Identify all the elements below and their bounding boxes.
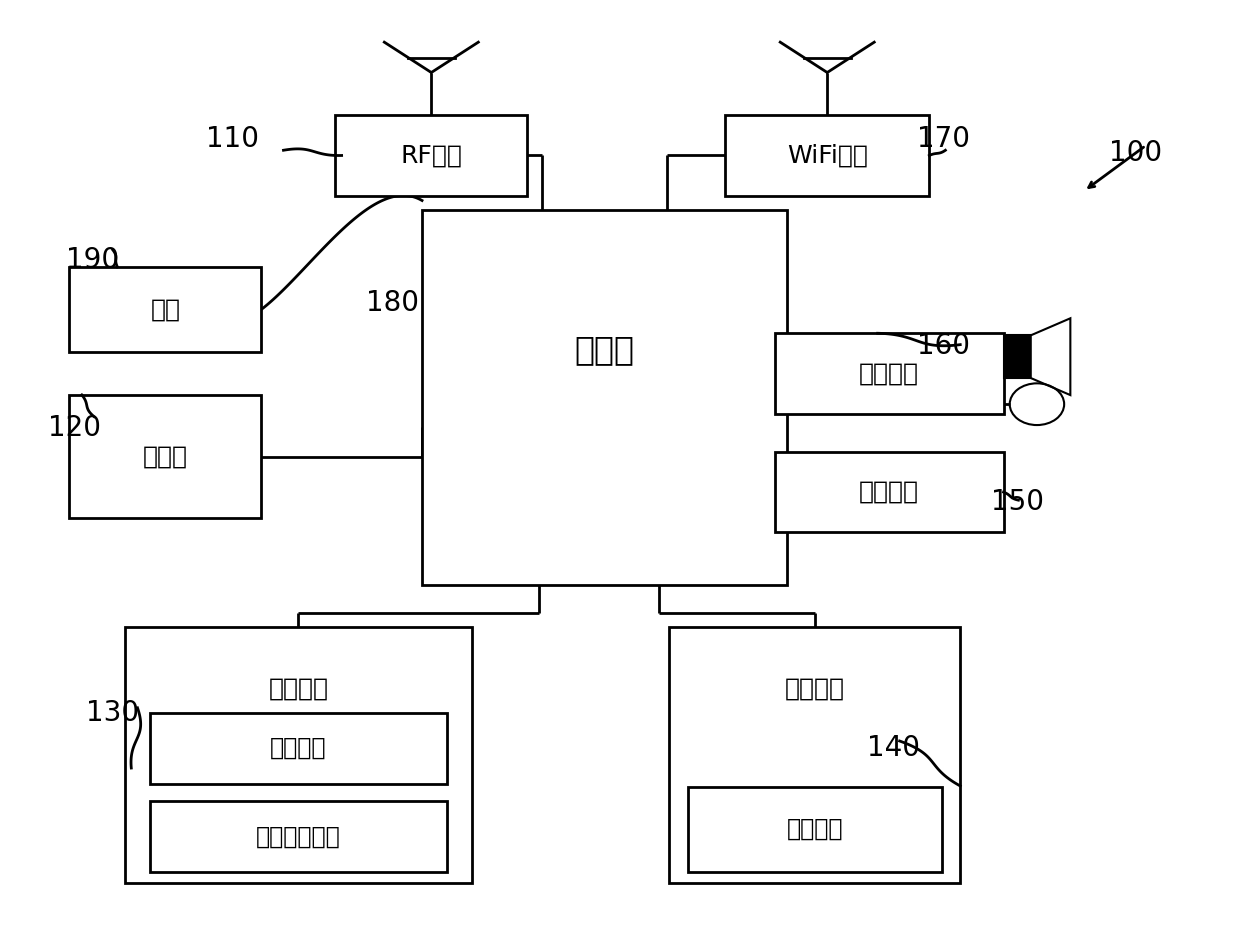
FancyBboxPatch shape [150, 801, 446, 872]
FancyBboxPatch shape [150, 712, 446, 784]
Text: 其他输入设备: 其他输入设备 [255, 825, 341, 848]
FancyBboxPatch shape [775, 452, 1003, 533]
Text: 150: 150 [991, 488, 1044, 516]
Text: 显示面板: 显示面板 [786, 817, 843, 842]
Text: 处理器: 处理器 [574, 334, 635, 366]
FancyBboxPatch shape [69, 267, 262, 352]
FancyBboxPatch shape [336, 115, 527, 196]
Text: 160: 160 [916, 332, 970, 359]
Text: 电源: 电源 [150, 298, 180, 321]
FancyBboxPatch shape [422, 210, 787, 585]
Text: 190: 190 [66, 246, 119, 274]
FancyBboxPatch shape [688, 786, 941, 872]
Text: 拍摄单元: 拍摄单元 [859, 480, 919, 504]
Text: 170: 170 [916, 125, 970, 153]
Polygon shape [1030, 319, 1070, 395]
Text: 140: 140 [868, 733, 920, 762]
FancyBboxPatch shape [725, 115, 929, 196]
Text: WiFi模块: WiFi模块 [787, 144, 868, 167]
FancyBboxPatch shape [69, 395, 262, 518]
FancyBboxPatch shape [1003, 336, 1030, 378]
FancyBboxPatch shape [125, 628, 471, 883]
Text: 100: 100 [1109, 139, 1162, 167]
FancyBboxPatch shape [670, 628, 960, 883]
Text: RF电路: RF电路 [401, 144, 463, 167]
Text: 显示单元: 显示单元 [785, 677, 844, 701]
Text: 触控面板: 触控面板 [270, 736, 326, 760]
Text: 输入单元: 输入单元 [268, 677, 329, 701]
Text: 120: 120 [48, 414, 102, 442]
Text: 110: 110 [206, 125, 258, 153]
Text: 存储器: 存储器 [143, 444, 187, 469]
Text: 130: 130 [86, 699, 139, 727]
Text: 180: 180 [366, 289, 419, 317]
FancyBboxPatch shape [775, 333, 1003, 414]
Text: 音频电路: 音频电路 [859, 361, 919, 385]
